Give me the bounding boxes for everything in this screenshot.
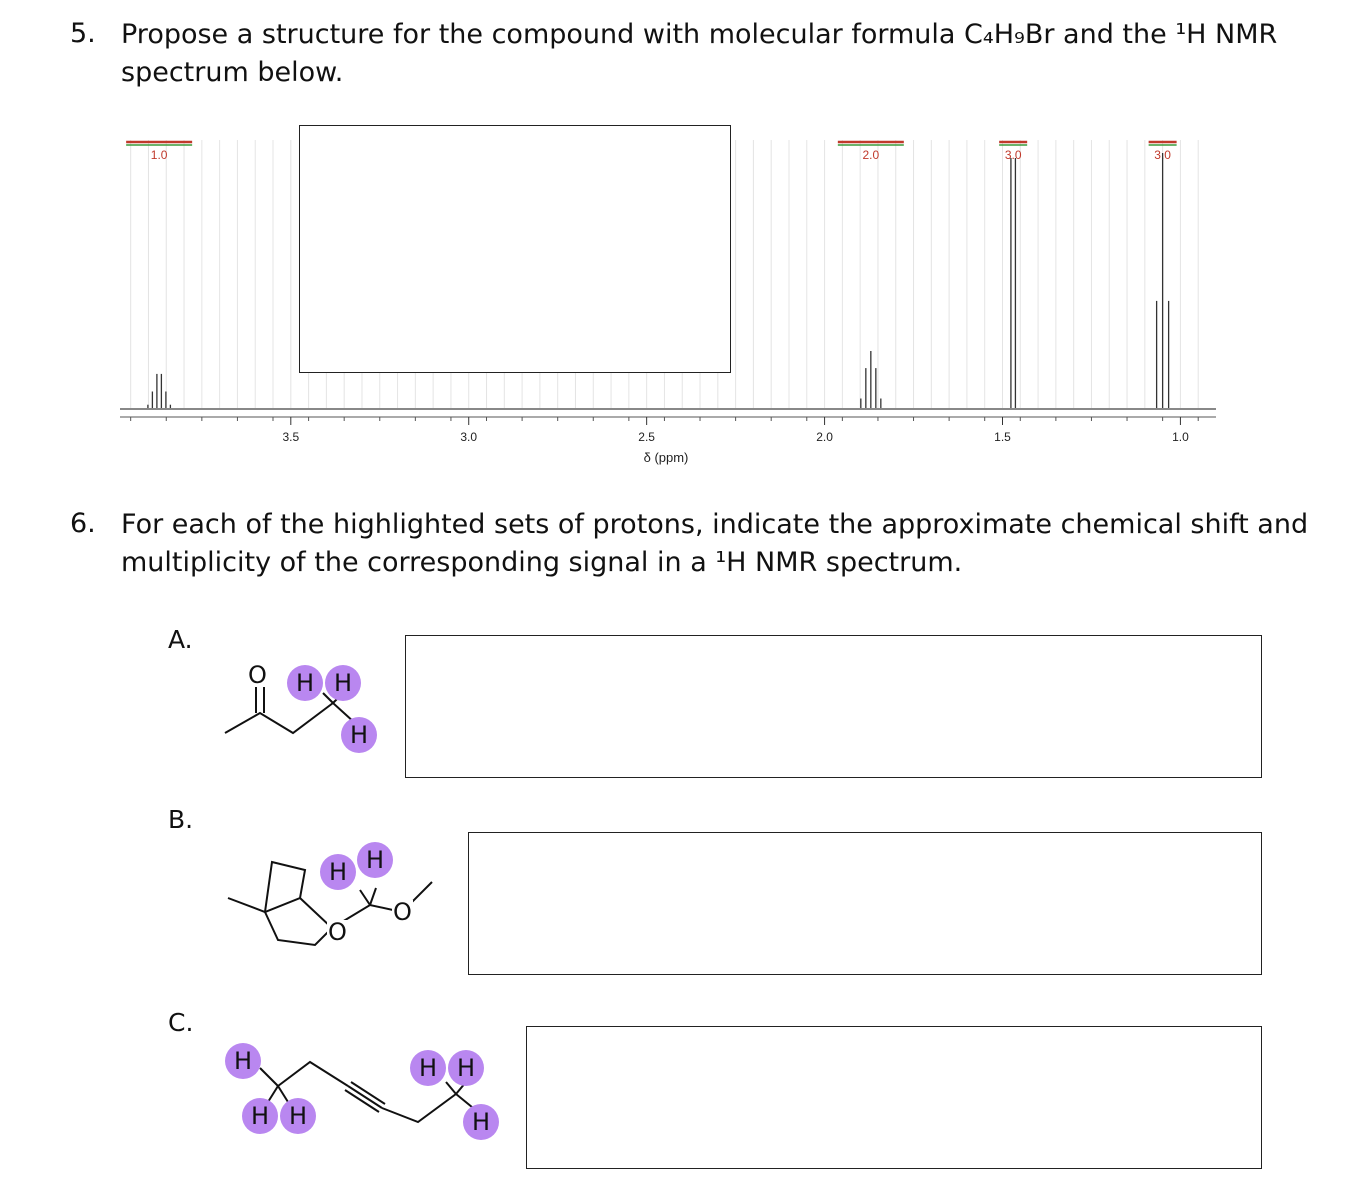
question-6-text: For each of the highlighted sets of prot… [121,506,1321,582]
highlighted-proton: H [325,665,361,701]
integration-label: 2.0 [862,148,879,162]
question-6-line1: For each of the highlighted sets of prot… [121,509,1309,540]
answer-box-5[interactable] [299,125,731,373]
tick-label: 3.5 [282,430,299,444]
highlighted-proton: H [287,665,323,701]
highlighted-proton: H [242,1098,278,1134]
answer-box-b[interactable] [468,832,1262,975]
question-6-line2: multiplicity of the corresponding signal… [121,547,963,578]
highlighted-proton: H [341,717,377,753]
question-5-line2: spectrum below. [121,57,344,88]
molecule-c-skeleton [259,1060,479,1124]
highlighted-proton: H [357,842,393,878]
question-5-number: 5. [70,18,96,49]
highlighted-proton: H [448,1050,484,1086]
question-6-number: 6. [70,508,96,539]
answer-box-c[interactable] [526,1026,1262,1169]
oxygen-atom: O [247,661,268,689]
tick-label: 3.0 [460,430,477,444]
tick-label: 2.5 [638,430,655,444]
question-5-text: Propose a structure for the compound wit… [121,16,1321,92]
tick-label: 1.0 [1172,430,1189,444]
molecule-b: O O H H [220,840,440,955]
part-c-label: C. [168,1008,194,1037]
question-5-line1: Propose a structure for the compound wit… [121,19,1278,50]
answer-box-a[interactable] [405,635,1262,778]
molecule-c: H H H H H H [220,1038,510,1143]
highlighted-proton: H [280,1098,316,1134]
axis-ticks: 3.5 3.0 2.5 2.0 1.5 1.0 [130,417,1199,444]
part-a-label: A. [168,625,193,654]
oxygen-atom: O [327,918,348,946]
molecule-a-skeleton [224,687,356,735]
integration-label: 3.0 [1005,148,1022,162]
highlighted-proton: H [410,1050,446,1086]
tick-label: 2.0 [816,430,833,444]
tick-label: 1.5 [994,430,1011,444]
highlighted-proton: H [463,1104,499,1140]
molecule-b-skeleton [227,860,433,947]
integration-label: 1.0 [151,148,168,162]
oxygen-atom: O [392,898,413,926]
part-b-label: B. [168,805,194,834]
peaks-group [147,153,1170,408]
molecule-a: O H H H [215,655,395,765]
highlighted-proton: H [225,1043,261,1079]
axis-label: δ (ppm) [644,450,689,465]
highlighted-proton: H [320,854,356,890]
